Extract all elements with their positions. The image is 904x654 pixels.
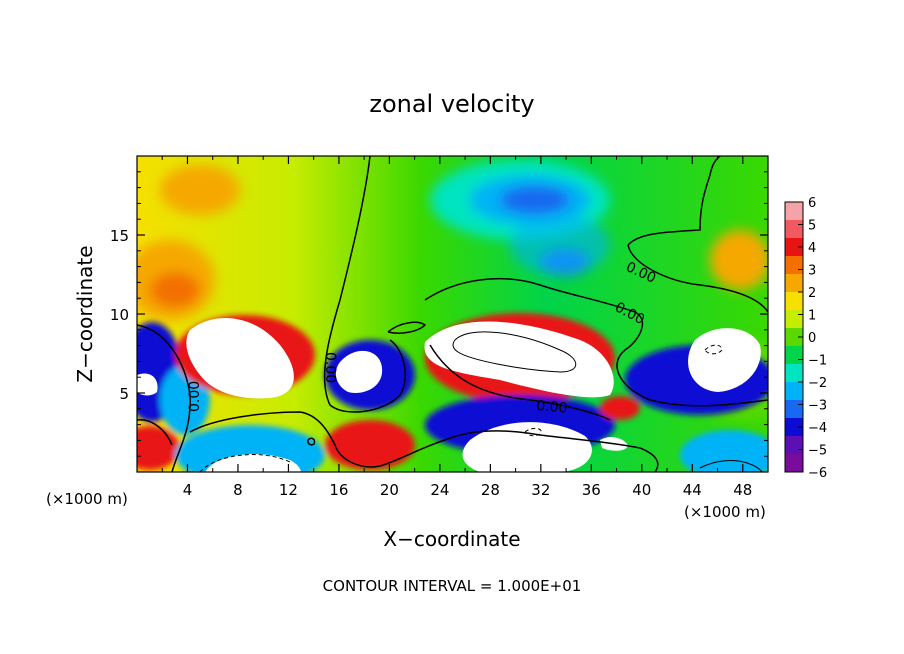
- colorbar-swatch: [785, 364, 803, 383]
- colorbar-tick-label: −2: [808, 376, 827, 391]
- colorbar-tick-label: 0: [808, 331, 816, 346]
- colorbar-tick-label: 6: [808, 196, 816, 211]
- x-tick-label: 40: [632, 481, 651, 499]
- colorbar-tick-label: 3: [808, 264, 816, 279]
- y-tick-label: 5: [119, 385, 129, 403]
- colorbar-tick-label: −6: [808, 466, 827, 481]
- x-tick-label: 48: [733, 481, 752, 499]
- colorbar-swatch: [785, 436, 803, 455]
- chart-title: zonal velocity: [369, 90, 534, 118]
- colorbar-tick-label: −4: [808, 421, 827, 436]
- colorbar-tick-label: 4: [808, 241, 816, 256]
- colorbar-tick-label: −1: [808, 354, 827, 369]
- plot-field: [137, 156, 768, 472]
- contour-interval-note: CONTOUR INTERVAL = 1.000E+01: [323, 577, 582, 595]
- x-axis-label: X−coordinate: [383, 527, 520, 551]
- x-tick-label: 36: [582, 481, 601, 499]
- colorbar-swatch: [785, 274, 803, 293]
- colorbar-swatch: [785, 220, 803, 239]
- x-tick-label: 4: [183, 481, 193, 499]
- x-tick-label: 28: [481, 481, 500, 499]
- colorbar-swatch: [785, 418, 803, 437]
- colorbar-swatch: [785, 238, 803, 257]
- colorbar-swatch: [785, 310, 803, 329]
- x-tick-label: 32: [531, 481, 550, 499]
- y-axis: 5 10 15: [110, 171, 768, 457]
- x-tick-label: 20: [380, 481, 399, 499]
- colorbar-tick-label: −3: [808, 399, 827, 414]
- colorbar-swatch: [785, 400, 803, 419]
- colorbar-swatch: [785, 328, 803, 347]
- contour-label: 0.00: [322, 352, 338, 383]
- x-tick-label: 44: [683, 481, 702, 499]
- y-tick-label: 15: [110, 227, 129, 245]
- x-axis-unit-left: (×1000 m): [46, 490, 128, 508]
- colorbar-swatch: [785, 346, 803, 365]
- x-tick-label: 8: [233, 481, 243, 499]
- colorbar: 6 5 4 3 2 1 0 −1 −2 −3 −4 −5 −6: [784, 196, 827, 481]
- x-tick-label: 24: [430, 481, 449, 499]
- colorbar-swatch: [785, 454, 803, 473]
- x-axis: 4 8 12 16 20 24 28 32 36 40 44 48: [161, 156, 752, 499]
- colorbar-tick-label: 1: [808, 309, 816, 324]
- colorbar-swatch: [785, 202, 803, 221]
- x-tick-label: 12: [279, 481, 298, 499]
- y-axis-label: Z−coordinate: [73, 245, 97, 382]
- x-axis-unit-right: (×1000 m): [684, 503, 766, 521]
- x-tick-label: 16: [329, 481, 348, 499]
- colorbar-tick-label: 5: [808, 219, 816, 234]
- y-tick-label: 10: [110, 306, 129, 324]
- colorbar-swatch: [785, 292, 803, 311]
- colorbar-swatch: [785, 256, 803, 275]
- contour-label: 0.00: [187, 381, 203, 412]
- colorbar-swatch: [785, 382, 803, 401]
- contour-label: 0.00: [536, 398, 568, 417]
- colorbar-tick-label: −5: [808, 444, 827, 459]
- colorbar-tick-label: 2: [808, 286, 816, 301]
